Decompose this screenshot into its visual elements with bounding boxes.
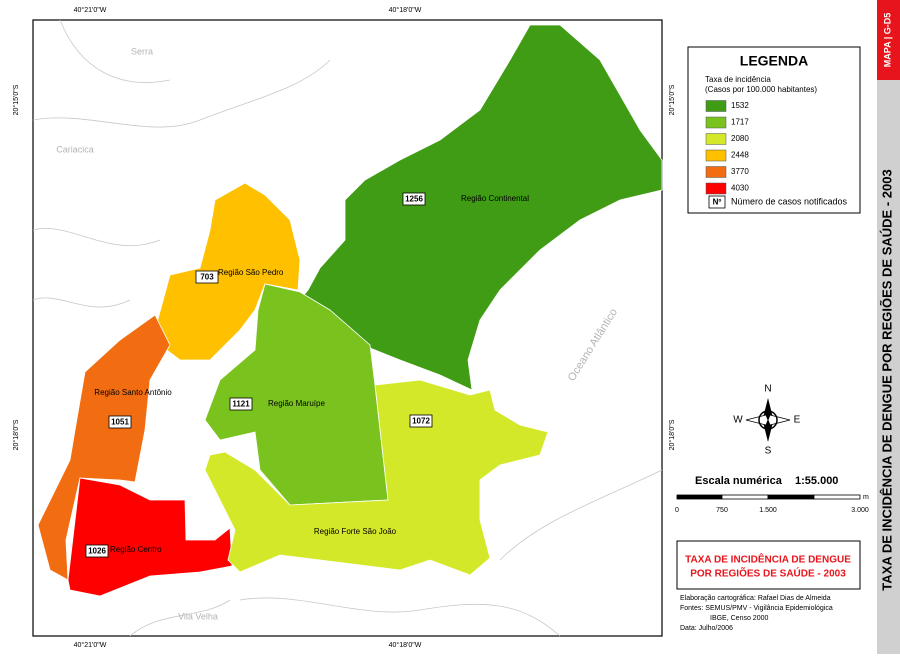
region [204, 283, 389, 506]
compass [745, 398, 791, 442]
legend-count-label: Número de casos notificados [731, 196, 848, 206]
legend-swatch [705, 133, 727, 145]
case-count: 1026 [88, 547, 106, 556]
case-count: 1051 [111, 418, 129, 427]
region [67, 477, 233, 597]
scale-unit: m [863, 494, 869, 501]
region-name: Região Forte São João [314, 527, 397, 536]
compass-label: N [764, 384, 771, 395]
legend-subtitle: (Casos por 100.000 habitantes) [705, 85, 817, 94]
title-line: TAXA DE INCIDÊNCIA DE DENGUE [685, 553, 851, 566]
side-code-box [877, 0, 900, 80]
legend-label: 2448 [731, 151, 749, 160]
side-title: TAXA DE INCIDÊNCIA DE DENGUE POR REGIÕES… [879, 169, 894, 590]
compass-label: S [765, 446, 772, 457]
region [204, 379, 549, 576]
side-bar [877, 0, 900, 654]
case-count-box [108, 415, 132, 429]
legend-swatch [705, 100, 727, 112]
legend-label: 1717 [731, 118, 749, 127]
credit-line: Elaboração cartográfica: Rafael Dias de … [680, 595, 831, 602]
scale-segment [676, 494, 723, 500]
legend-swatch [705, 182, 727, 195]
coordinate: 20°15'0"S [668, 84, 676, 115]
coordinate: 20°18'0"S [668, 419, 676, 450]
scale-tick-label: 1.500 [759, 507, 777, 514]
base-lines [32, 19, 663, 637]
title-line: POR REGIÕES DE SAÚDE - 2003 [690, 567, 846, 580]
scale-title: Escala numérica [695, 475, 783, 487]
case-count: 1256 [405, 195, 423, 204]
scale-tick-label: 0 [675, 507, 679, 514]
region [154, 182, 301, 361]
case-count-box [195, 270, 219, 284]
legend-label: 1532 [731, 101, 749, 110]
compass-label: E [794, 415, 801, 426]
scale-tick-label: 750 [716, 507, 728, 514]
region-name: Região Centro [110, 545, 162, 554]
scale-tick-label: 3.000 [851, 507, 869, 514]
region-name: Região Maruípe [268, 399, 325, 408]
region-name: Região Continental [461, 194, 529, 203]
coordinate: 40°21'0"W [74, 641, 107, 649]
legend-label: 3770 [731, 167, 749, 176]
place-name: Cariacica [56, 144, 94, 154]
compass-arrow [763, 398, 773, 420]
compass-label: W [733, 415, 743, 426]
side-code: MAPA | G-D5 [882, 13, 892, 68]
region [37, 314, 171, 581]
coordinate: 40°18'0"W [389, 641, 422, 649]
case-count-box [229, 397, 253, 411]
legend-swatch [705, 149, 727, 162]
case-count-box [85, 544, 109, 558]
legend-label: 4030 [731, 184, 749, 193]
scale-segment [767, 494, 815, 500]
title-box [676, 540, 861, 590]
scale-segment [813, 494, 861, 500]
legend-count-symbol: Nº [713, 198, 722, 207]
region-name: Região São Pedro [218, 268, 284, 277]
region [299, 24, 663, 391]
case-count: 703 [200, 273, 214, 282]
coordinate: 40°18'0"W [389, 6, 422, 14]
legend-swatch [705, 166, 727, 178]
case-count: 1072 [412, 417, 430, 426]
legend-title: LEGENDA [740, 53, 808, 69]
case-count: 1121 [232, 400, 250, 409]
case-count-box [402, 192, 426, 206]
scale-ratio: 1:55.000 [795, 475, 838, 487]
compass-arrow [763, 420, 773, 442]
coordinate: 20°15'0"S [12, 84, 20, 115]
credit-line: IBGE, Censo 2000 [710, 615, 768, 622]
coordinate: 20°18'0"S [12, 419, 20, 450]
scale-segment [721, 494, 769, 500]
place-name: Serra [131, 46, 153, 56]
credit-line: Fontes: SEMUS/PMV - Vigilância Epidemiol… [680, 605, 833, 612]
credit-line: Data: Julho/2006 [680, 625, 733, 632]
legend-swatch [705, 116, 727, 129]
coordinate: 40°21'0"W [74, 6, 107, 14]
legend-subtitle: Taxa de incidência [705, 75, 771, 84]
region-name: Região Santo Antônio [94, 388, 172, 397]
place-name: Vila Velha [178, 611, 218, 621]
legend-count-symbol-box [708, 195, 726, 209]
compass-ring [758, 410, 778, 430]
legend-label: 2080 [731, 134, 749, 143]
case-count-box [409, 414, 433, 428]
